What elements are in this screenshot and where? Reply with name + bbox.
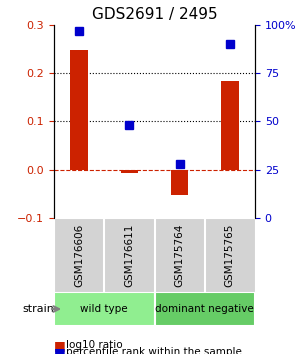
- Bar: [171, 170, 188, 195]
- Text: ■: ■: [54, 339, 66, 352]
- FancyBboxPatch shape: [54, 292, 154, 326]
- Text: log10 ratio: log10 ratio: [66, 340, 123, 350]
- Bar: [121, 170, 138, 173]
- Text: strain: strain: [22, 304, 54, 314]
- Text: GSM175764: GSM175764: [175, 223, 184, 287]
- FancyBboxPatch shape: [154, 292, 255, 326]
- Bar: [70, 50, 88, 170]
- Text: percentile rank within the sample: percentile rank within the sample: [66, 347, 242, 354]
- Text: GSM176611: GSM176611: [124, 223, 134, 287]
- Text: ■: ■: [54, 346, 66, 354]
- Text: wild type: wild type: [80, 304, 128, 314]
- Bar: [221, 81, 239, 170]
- Text: dominant negative: dominant negative: [155, 304, 254, 314]
- Text: GSM176606: GSM176606: [74, 223, 84, 287]
- Text: GSM175765: GSM175765: [225, 223, 235, 287]
- Title: GDS2691 / 2495: GDS2691 / 2495: [92, 7, 217, 22]
